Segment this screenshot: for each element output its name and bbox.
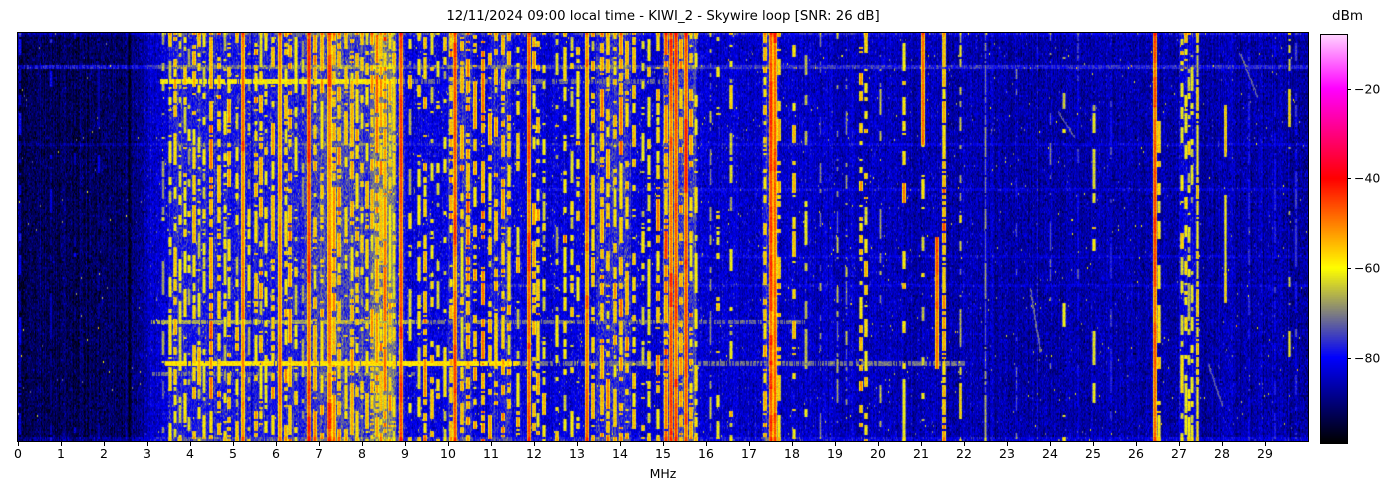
x-tick-label: 26 [1128, 446, 1144, 461]
x-tick [276, 442, 277, 446]
x-tick [663, 442, 664, 446]
x-tick [18, 442, 19, 446]
colorbar-label: dBm [1332, 8, 1363, 24]
x-tick-label: 15 [655, 446, 671, 461]
x-tick-label: 2 [100, 446, 108, 461]
x-tick [749, 442, 750, 446]
x-tick [577, 442, 578, 446]
x-tick-label: 20 [870, 446, 886, 461]
x-tick [233, 442, 234, 446]
colorbar-tick-label: −80 [1354, 350, 1381, 366]
x-tick-label: 29 [1257, 446, 1273, 461]
colorbar-tick [1347, 357, 1351, 359]
plot-area [17, 32, 1309, 442]
x-tick [491, 442, 492, 446]
x-tick-label: 14 [612, 446, 628, 461]
colorbar-tick [1347, 178, 1351, 180]
x-tick [878, 442, 879, 446]
x-axis-label: MHz [649, 466, 677, 481]
x-tick [1007, 442, 1008, 446]
x-tick-label: 11 [483, 446, 499, 461]
x-tick [534, 442, 535, 446]
x-tick-label: 6 [272, 446, 280, 461]
x-tick-label: 10 [440, 446, 456, 461]
x-tick-label: 19 [827, 446, 843, 461]
x-tick [1136, 442, 1137, 446]
x-tick-label: 4 [186, 446, 194, 461]
x-tick [792, 442, 793, 446]
x-tick [362, 442, 363, 446]
colorbar-canvas [1321, 35, 1347, 443]
x-tick [706, 442, 707, 446]
x-tick-label: 9 [401, 446, 409, 461]
colorbar-tick-label: −60 [1354, 260, 1381, 276]
x-tick [1050, 442, 1051, 446]
x-tick-label: 0 [14, 446, 22, 461]
x-tick-label: 1 [57, 446, 65, 461]
x-tick-label: 3 [143, 446, 151, 461]
x-tick [104, 442, 105, 446]
x-tick-label: 22 [956, 446, 972, 461]
x-tick [921, 442, 922, 446]
x-tick-label: 23 [999, 446, 1015, 461]
x-tick-label: 18 [784, 446, 800, 461]
x-tick-label: 12 [526, 446, 542, 461]
x-tick-label: 7 [315, 446, 323, 461]
x-tick-label: 8 [358, 446, 366, 461]
x-tick-label: 16 [698, 446, 714, 461]
x-tick [620, 442, 621, 446]
colorbar-tick-label: −40 [1354, 170, 1381, 186]
colorbar-tick [1347, 88, 1351, 90]
x-tick-label: 21 [913, 446, 929, 461]
x-tick [1093, 442, 1094, 446]
colorbar-tick-label: −20 [1354, 81, 1381, 97]
x-tick-label: 13 [569, 446, 585, 461]
x-tick-label: 27 [1171, 446, 1187, 461]
x-tick [448, 442, 449, 446]
x-tick-label: 24 [1042, 446, 1058, 461]
x-tick-label: 25 [1085, 446, 1101, 461]
x-tick-label: 28 [1214, 446, 1230, 461]
x-tick [964, 442, 965, 446]
x-tick [319, 442, 320, 446]
x-tick [1265, 442, 1266, 446]
x-tick [405, 442, 406, 446]
x-tick [61, 442, 62, 446]
x-tick [190, 442, 191, 446]
spectrogram-canvas [18, 33, 1308, 441]
colorbar-tick [1347, 268, 1351, 270]
x-tick [1179, 442, 1180, 446]
x-tick-label: 5 [229, 446, 237, 461]
x-tick [147, 442, 148, 446]
x-tick [835, 442, 836, 446]
colorbar [1320, 34, 1348, 444]
x-tick-label: 17 [741, 446, 757, 461]
x-tick [1222, 442, 1223, 446]
chart-title: 12/11/2024 09:00 local time - KIWI_2 - S… [446, 9, 880, 24]
